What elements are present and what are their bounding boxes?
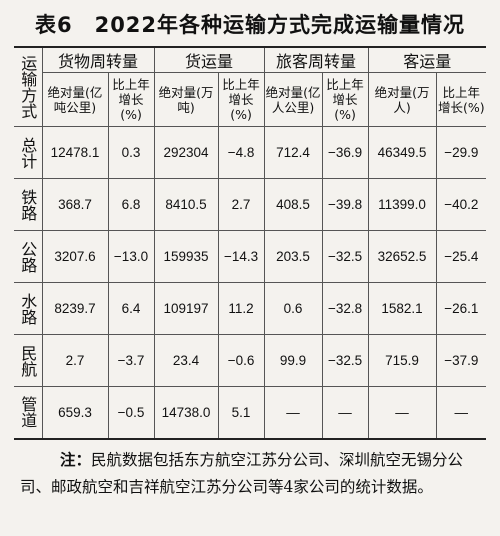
table-cell: 109197 bbox=[153, 282, 219, 335]
table-cell: — bbox=[321, 386, 369, 439]
table-cell: −13.0 bbox=[107, 230, 155, 283]
group-header: 货物周转量 bbox=[41, 47, 155, 73]
table-cell: 32652.5 bbox=[367, 230, 437, 283]
group-header: 旅客周转量 bbox=[263, 47, 369, 73]
transport-table: 运输方式 货物周转量 货运量 旅客周转量 客运量 绝对量(亿吨公里) 比上年增长… bbox=[14, 46, 487, 440]
corner-header: 运输方式 bbox=[14, 47, 43, 127]
subheader: 绝对量(万人) bbox=[367, 72, 437, 127]
table-cell: −0.5 bbox=[107, 386, 155, 439]
table-row: 公路 3207.6 −13.0 159935 −14.3 203.5 −32.5 32652.… bbox=[14, 230, 487, 283]
table-cell: — bbox=[263, 386, 323, 439]
table-row: 管道 659.3 −0.5 14738.0 5.1— — — — bbox=[14, 386, 487, 439]
subheader-row: 绝对量(亿吨公里) 比上年增长(%) 绝对量(万吨) 比上年增长(%) 绝对量(… bbox=[14, 72, 487, 127]
table-cell: −29.9 bbox=[435, 126, 487, 179]
footnote-label: 注： bbox=[60, 451, 92, 469]
table-cell: 659.3 bbox=[41, 386, 109, 439]
table-cell: 1582.1 bbox=[367, 282, 437, 335]
table-cell: 715.9 bbox=[367, 334, 437, 387]
subheader: 比上年增长(%) bbox=[435, 72, 487, 127]
row-label: 总计 bbox=[18, 136, 38, 169]
table-cell: −4.8 bbox=[217, 126, 265, 179]
table-cell: 5.1 bbox=[217, 386, 265, 439]
subheader: 绝对量(亿人公里) bbox=[263, 72, 323, 127]
table-cell: 14738.0 bbox=[153, 386, 219, 439]
row-label-cell: 管道 bbox=[14, 386, 43, 439]
table-cell: 3207.6 bbox=[41, 230, 109, 283]
table-cell: 12478.1 bbox=[41, 126, 109, 179]
row-label: 水路 bbox=[18, 292, 38, 325]
row-label-cell: 民航 bbox=[14, 334, 43, 387]
row-label-cell: 水路 bbox=[14, 282, 43, 335]
table-cell: 6.4 bbox=[107, 282, 155, 335]
row-label: 铁路 bbox=[18, 188, 38, 221]
table-title: 表6 2022年各种运输方式完成运输量情况 bbox=[34, 13, 466, 37]
group-header: 货运量 bbox=[153, 47, 265, 73]
table-cell: 368.7 bbox=[41, 178, 109, 231]
table-cell: — bbox=[435, 386, 487, 439]
row-label-cell: 铁路 bbox=[14, 178, 43, 231]
table-cell: −25.4 bbox=[435, 230, 487, 283]
table-cell: −0.6 bbox=[217, 334, 265, 387]
table-cell: 11.2 bbox=[217, 282, 265, 335]
table-cell: 8410.5 bbox=[153, 178, 219, 231]
subheader: 绝对量(万吨) bbox=[153, 72, 219, 127]
table-cell: 0.3 bbox=[107, 126, 155, 179]
table-cell: 99.9 bbox=[263, 334, 323, 387]
table-cell: 0.6 bbox=[263, 282, 323, 335]
footnote-text: 民航数据包括东方航空江苏分公司、深圳航空无锡分公司、邮政航空和吉祥航空江苏分公司… bbox=[20, 451, 464, 496]
table-row: 总计 12478.1 0.3 292304 −4.8 712.4 −36.9 46349.5−… bbox=[14, 126, 487, 179]
table-cell: 2.7 bbox=[41, 334, 109, 387]
table-row: 民航 2.7 −3.7 23.4 −0.6 99.9 −32.5 715.9 −37.9 bbox=[14, 334, 487, 387]
table-cell: −32.5 bbox=[321, 230, 369, 283]
subheader: 比上年增长(%) bbox=[217, 72, 265, 127]
table-cell: 11399.0 bbox=[367, 178, 437, 231]
row-label-cell: 公路 bbox=[14, 230, 43, 283]
table-cell: 8239.7 bbox=[41, 282, 109, 335]
row-label: 管道 bbox=[18, 396, 38, 429]
row-label: 公路 bbox=[18, 240, 38, 273]
row-label: 民航 bbox=[18, 344, 38, 377]
table-cell: 159935 bbox=[153, 230, 219, 283]
table-cell: −32.8 bbox=[321, 282, 369, 335]
table-cell: −26.1 bbox=[435, 282, 487, 335]
row-label-cell: 总计 bbox=[14, 126, 43, 179]
subheader: 比上年增长(%) bbox=[107, 72, 155, 127]
table-cell: 408.5 bbox=[263, 178, 323, 231]
corner-label: 运输方式 bbox=[18, 55, 38, 119]
footnote: 注：民航数据包括东方航空江苏分公司、深圳航空无锡分公司、邮政航空和吉祥航空江苏分… bbox=[20, 447, 484, 501]
table-cell: −3.7 bbox=[107, 334, 155, 387]
table-cell: −37.9 bbox=[435, 334, 487, 387]
table-cell: 6.8 bbox=[107, 178, 155, 231]
group-header: 客运量 bbox=[367, 47, 487, 73]
table-cell: — bbox=[367, 386, 437, 439]
subheader: 比上年增长(%) bbox=[321, 72, 369, 127]
table-cell: −40.2 bbox=[435, 178, 487, 231]
table-row: 水路 8239.7 6.4 109197 11.2 0.6 −32.8 1582.1 −26.1 bbox=[14, 282, 487, 335]
group-header-row: 运输方式 货物周转量 货运量 旅客周转量 客运量 bbox=[14, 47, 487, 127]
table-cell: 292304 bbox=[153, 126, 219, 179]
table-cell: 203.5 bbox=[263, 230, 323, 283]
table-cell: 712.4 bbox=[263, 126, 323, 179]
table-cell: −36.9 bbox=[321, 126, 369, 179]
table-cell: −39.8 bbox=[321, 178, 369, 231]
table-cell: 2.7 bbox=[217, 178, 265, 231]
table-cell: −14.3 bbox=[217, 230, 265, 283]
table-cell: 46349.5 bbox=[367, 126, 437, 179]
table-cell: −32.5 bbox=[321, 334, 369, 387]
table-cell: 23.4 bbox=[153, 334, 219, 387]
subheader: 绝对量(亿吨公里) bbox=[42, 72, 109, 127]
table-row: 铁路 368.7 6.8 8410.5 2.7 408.5 −39.8 11399.0 −40.… bbox=[14, 178, 487, 231]
table-body: 总计 12478.1 0.3 292304 −4.8 712.4 −36.9 46349.5−… bbox=[14, 126, 487, 439]
